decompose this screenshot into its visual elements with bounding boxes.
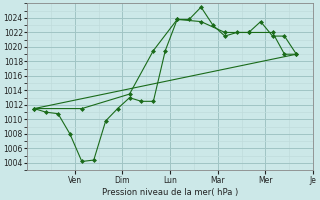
- X-axis label: Pression niveau de la mer( hPa ): Pression niveau de la mer( hPa ): [102, 188, 238, 197]
